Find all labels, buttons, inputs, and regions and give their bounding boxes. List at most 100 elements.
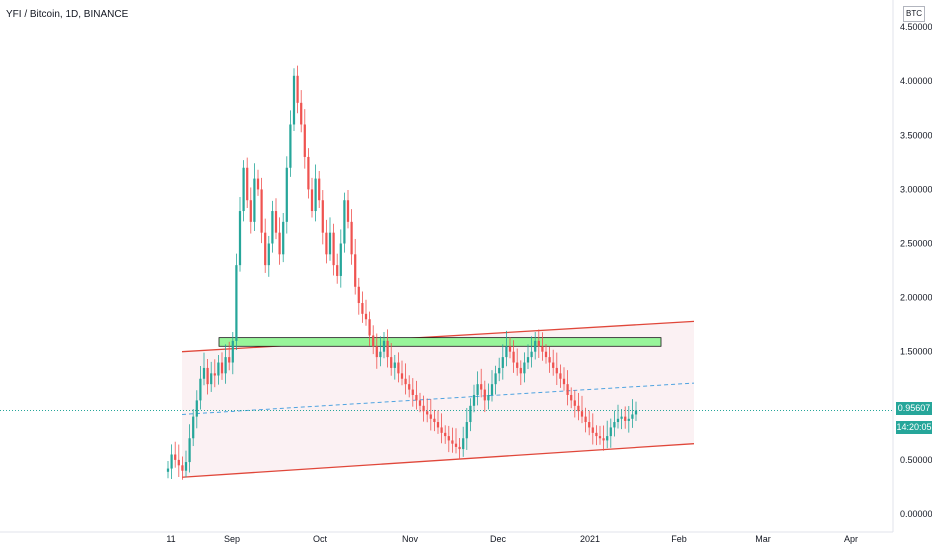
candle-body [228, 357, 231, 363]
candle-body [627, 418, 630, 421]
channel-midline [181, 382, 695, 415]
candle-body [465, 422, 468, 439]
candle-body [505, 346, 508, 358]
candle-body [195, 400, 198, 417]
candle-body [537, 340, 540, 347]
y-tick-label: 1.50000 [900, 347, 932, 357]
candle-body [332, 232, 335, 266]
candle-body [444, 432, 447, 437]
y-tick-label: 2.50000 [900, 239, 932, 249]
candle-body [559, 373, 562, 379]
candle-body [213, 373, 216, 376]
candle-body [278, 232, 281, 255]
x-tick-label: Nov [402, 534, 419, 544]
candle-body [174, 454, 177, 460]
candle-body [624, 416, 627, 421]
x-tick-label: Dec [490, 534, 507, 544]
y-tick-label: 0.00000 [900, 509, 932, 519]
last-price-label: 0.95607 [896, 402, 932, 415]
candle-body [242, 167, 245, 212]
candle-body [372, 335, 375, 347]
y-tick-label: 4.00000 [900, 76, 932, 86]
candle-body [224, 357, 227, 374]
candle-body [526, 357, 530, 363]
candle-body [472, 394, 476, 406]
candle-body [544, 351, 548, 358]
candle-body [426, 411, 429, 415]
candle-body [616, 418, 620, 423]
candle-body [199, 378, 202, 401]
candle-body [379, 351, 382, 358]
candle-body [382, 340, 386, 352]
candle-body [274, 211, 278, 233]
candle-body [307, 156, 310, 190]
candle-body [436, 422, 440, 428]
candle-body [490, 384, 494, 395]
candle-body [631, 414, 634, 419]
candle-body [512, 351, 515, 363]
candle-body [634, 410, 638, 415]
candle-body [300, 102, 303, 125]
x-tick-label: Feb [671, 534, 687, 544]
candle-body [451, 440, 454, 444]
candle-body [523, 362, 526, 374]
candle-body [314, 178, 317, 212]
x-tick-label: 2021 [580, 534, 600, 544]
candle-body [620, 416, 623, 419]
candle-body [361, 303, 364, 314]
x-tick-label: Oct [313, 534, 328, 544]
candle-body [231, 340, 234, 363]
candle-body [246, 167, 249, 201]
candle-body [498, 367, 501, 374]
candle-body [188, 438, 191, 463]
candle-body [249, 200, 252, 222]
candle-body [206, 367, 209, 385]
candle-body [177, 459, 180, 466]
candle-body [303, 124, 306, 157]
candle-body [400, 373, 404, 379]
x-tick-label: Sep [224, 534, 240, 544]
candle-body [541, 346, 544, 352]
candle-body [422, 405, 425, 412]
candle-body [404, 378, 407, 385]
candle-body [447, 436, 450, 441]
candle-body [253, 178, 256, 222]
candle-body [591, 427, 594, 433]
candle-body [458, 446, 461, 450]
candle-body [487, 394, 490, 401]
candle-body [609, 427, 612, 437]
candle-body [318, 178, 321, 201]
candle-body [577, 405, 580, 412]
candle-body [588, 422, 591, 428]
candle-body [390, 357, 393, 368]
currency-badge[interactable]: BTC [903, 6, 925, 22]
candle-body [235, 265, 238, 341]
resistance-zone [218, 337, 662, 347]
candle-body [516, 362, 519, 368]
y-tick-label: 4.50000 [900, 22, 932, 32]
candle-body [336, 265, 339, 276]
candle-body [210, 373, 213, 385]
candle-body [584, 416, 587, 423]
candle-body [256, 178, 260, 190]
candle-body [285, 167, 288, 222]
candle-body [271, 211, 274, 244]
candle-body [364, 313, 368, 320]
candle-body [570, 394, 573, 401]
candle-body [170, 454, 173, 469]
candle-body [217, 362, 220, 376]
candle-body [562, 378, 566, 385]
y-tick-label: 0.50000 [900, 455, 932, 465]
candle-body [613, 422, 616, 428]
x-tick-label: 11 [166, 534, 175, 544]
candle-body [292, 75, 296, 125]
candle-body [429, 414, 432, 419]
candle-body [339, 243, 342, 276]
candle-body [357, 286, 360, 304]
candle-body [566, 384, 569, 395]
candle-body [552, 362, 555, 368]
candle-body [534, 340, 537, 352]
candle-body [328, 232, 332, 255]
